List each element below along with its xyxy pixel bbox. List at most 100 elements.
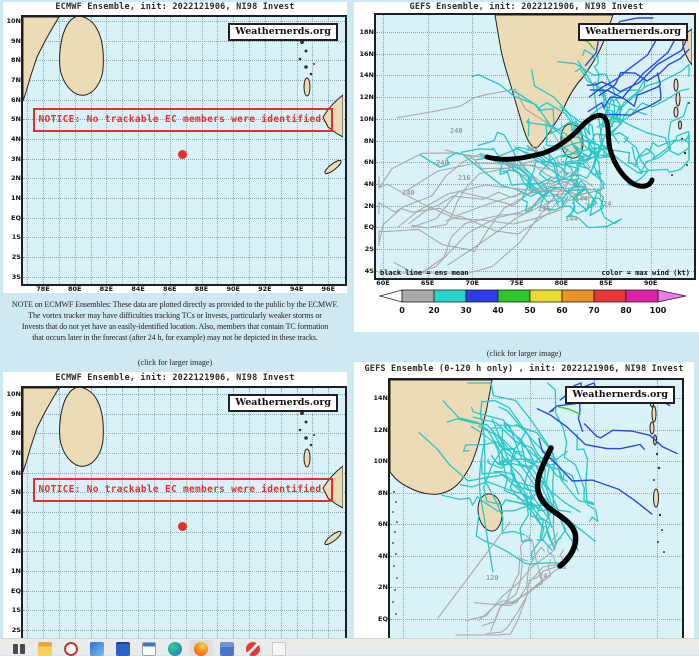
forecast-hour-label: 216 [458, 174, 471, 182]
axis-tick-label: 94E [289, 285, 304, 293]
folder-explorer-icon[interactable] [38, 642, 52, 656]
axis-tick-label: 96E [321, 285, 336, 293]
gridline [403, 380, 404, 638]
calendar-icon[interactable] [142, 642, 156, 656]
colorbar-value-label: 0 [399, 306, 405, 315]
colorbar-value-label: 100 [650, 306, 667, 315]
member-track-cyan [633, 101, 689, 175]
invest-position-dot [178, 150, 187, 159]
axis-tick-label: 7N [11, 449, 21, 457]
notepad-icon[interactable] [272, 642, 286, 656]
axis-tick-label: 4N [11, 508, 21, 517]
member-track-cyan [491, 427, 553, 551]
axis-tick-label: 10N [6, 17, 22, 25]
axis-tick-label: 10N [6, 390, 22, 398]
gefs-bottom-panel: GEFS Ensemble (0-120 h only) , init: 202… [354, 362, 694, 638]
gridline [657, 380, 658, 638]
member-track-cyan [441, 494, 531, 512]
ecmwf-top-panel: ECMWF Ensemble, init: 2022121906, NI98 I… [3, 2, 347, 293]
coastline-map [23, 17, 343, 175]
click-larger-link-left[interactable]: (click for larger image) [137, 358, 213, 367]
member-track-cyan [466, 382, 580, 495]
note-line: that occurs later in the forecast (after… [32, 333, 318, 342]
member-track-cyan [491, 418, 552, 541]
toolbox-icon[interactable] [116, 642, 130, 656]
colorbar-value-label: 20 [428, 306, 440, 315]
task-view-icon[interactable] [12, 642, 26, 656]
member-track-cyan [570, 187, 623, 229]
colorbar-segment [497, 289, 531, 303]
click-larger-link-right[interactable]: (click for larger image) [486, 349, 562, 358]
gridline [383, 15, 384, 278]
ecmwf-bottom-map[interactable]: NOTICE: No trackable EC members were ide… [7, 386, 347, 638]
axis-tick-label: 9N [11, 36, 21, 45]
ecmwf-top-map[interactable]: NOTICE: No trackable EC members were ide… [7, 15, 347, 293]
gridline [27, 17, 29, 284]
india-coast-shape [390, 380, 493, 495]
ecmwf-bottom-panel: ECMWF Ensemble, init: 2022121906, NI98 I… [3, 372, 347, 638]
gridline [23, 198, 345, 200]
gridline [376, 227, 694, 229]
member-track-blue [583, 423, 678, 455]
weathernerds-watermark: Weathernerds.org [228, 23, 338, 41]
member-track-blue [589, 72, 661, 107]
axis-tick-label: 85E [599, 279, 613, 287]
gridline [43, 17, 44, 284]
axis-tick-label: 2N [364, 201, 374, 210]
map-area: Weathernerds.org 14N 12N 10N 8N 6N 4N 2N EQ 120 2… [374, 380, 682, 638]
gridline [390, 398, 682, 399]
panel-title: ECMWF Ensemble, init: 2022121906, NI98 I… [55, 373, 295, 383]
gridline [516, 15, 518, 278]
edge-browser-icon[interactable] [168, 642, 182, 656]
firefox-browser-icon[interactable] [194, 642, 208, 656]
colorbar-value-label: 80 [620, 306, 632, 315]
member-track-cyan [584, 188, 604, 217]
gridline [249, 17, 251, 284]
gridline [472, 15, 474, 278]
member-track-cyan [479, 400, 525, 536]
axis-tick-label: 10N [359, 114, 375, 123]
member-track-cyan [459, 481, 533, 543]
axis-tick-label: 6N [378, 520, 388, 528]
forecast-hour-label: 144 [575, 195, 588, 203]
coastline-map [378, 15, 692, 274]
axis-tick-label: EQ [11, 213, 21, 222]
axis-tick-label: 1N [11, 194, 21, 203]
colorbar-segment [625, 289, 659, 303]
gefs-top-map[interactable]: black line = ens mean color = max wind (… [360, 13, 696, 287]
member-track-gray [478, 557, 529, 622]
member-track-gray [411, 177, 593, 228]
forecast-hour-label: 24 [539, 572, 548, 580]
gridline [23, 276, 345, 278]
blocked-red-icon[interactable] [246, 642, 260, 656]
island-shape [303, 77, 311, 97]
gridline [23, 433, 345, 435]
gridline [23, 630, 345, 632]
axis-tick-label: EQ [378, 614, 388, 623]
axis-tick-label: 2S [364, 245, 374, 253]
gridline [185, 17, 187, 284]
calculator-icon[interactable] [220, 642, 234, 656]
map-area: black line = ens mean color = max wind (… [360, 15, 694, 287]
map-area: NOTICE: No trackable EC members were ide… [7, 17, 345, 293]
gefs-bottom-map[interactable]: Weathernerds.org 14N 12N 10N 8N 6N 4N 2N EQ 120 2… [374, 378, 684, 638]
member-track-cyan [492, 430, 568, 468]
gridline [390, 429, 682, 431]
axis-tick-label: 80E [67, 285, 82, 293]
member-track-cyan [478, 425, 579, 552]
notice-banner: NOTICE: No trackable EC members were ide… [33, 108, 333, 132]
axis-tick-label: 8N [364, 136, 374, 145]
member-track-cyan [462, 441, 517, 452]
max-wind-colorbar: 0 20 30 40 50 60 70 80 100 [378, 289, 687, 315]
gridline [390, 555, 682, 557]
photos-icon[interactable] [90, 642, 104, 656]
member-track-cyan [576, 433, 599, 522]
member-track-blue [536, 408, 646, 450]
forecast-hour-label: 120 [486, 574, 499, 582]
gridline [169, 17, 171, 284]
member-track-blue [538, 437, 653, 515]
axis-tick-label: 84E [131, 285, 145, 293]
clock-icon[interactable] [64, 642, 78, 656]
member-track-cyan [501, 169, 564, 203]
